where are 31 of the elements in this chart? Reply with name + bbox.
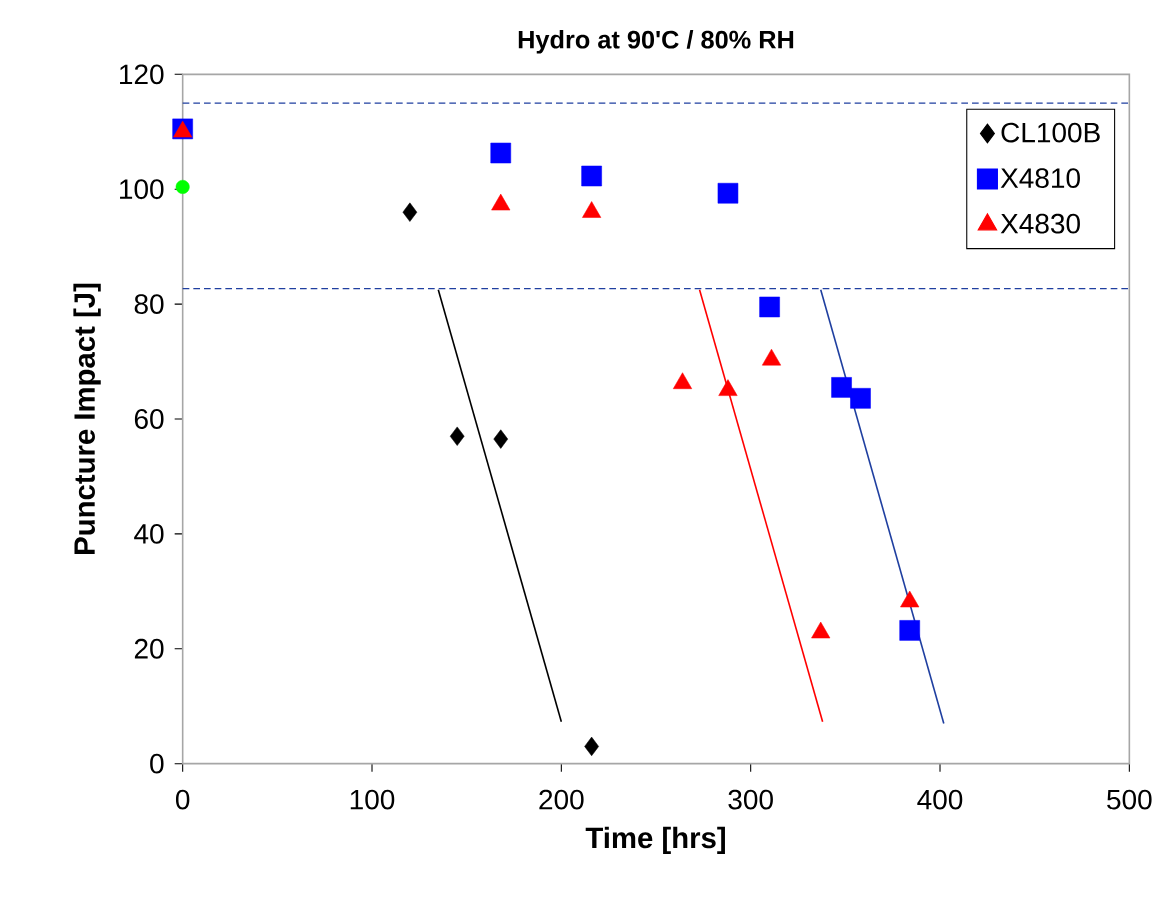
point — [584, 736, 599, 757]
x-tick-label: 400 — [917, 789, 963, 810]
y-tick-label: 80 — [134, 294, 164, 315]
point — [402, 202, 418, 222]
x-tick-label: 300 — [728, 789, 773, 810]
y-tick-label: 20 — [134, 638, 164, 659]
x-axis-title: Time [hrs] — [585, 826, 725, 855]
chart-title: Hydro at 90'C / 80% RH — [518, 30, 794, 54]
y-tick-label: 100 — [120, 179, 164, 200]
y-tick-label: 0 — [150, 753, 164, 774]
point — [175, 179, 190, 194]
legend-label: CL100B — [1001, 122, 1100, 143]
y-axis-title: Puncture Impact [J] — [73, 283, 101, 554]
point — [581, 165, 602, 187]
point — [493, 429, 509, 449]
x-tick-label: 500 — [1107, 789, 1152, 810]
x-tick-label: 0 — [175, 789, 190, 810]
point — [490, 142, 512, 164]
legend-label: X4830 — [1000, 213, 1080, 234]
x-tick-label: 100 — [350, 789, 395, 810]
y-tick-label: 40 — [134, 523, 164, 544]
point — [449, 426, 465, 446]
point — [850, 388, 871, 409]
point — [831, 377, 852, 398]
y-tick-label: 60 — [134, 409, 164, 429]
point — [717, 182, 739, 204]
legend-label: X4810 — [1000, 168, 1080, 189]
point — [899, 620, 920, 641]
point — [759, 296, 780, 318]
x-tick-label: 200 — [539, 789, 584, 810]
y-tick-label: 120 — [120, 64, 164, 85]
